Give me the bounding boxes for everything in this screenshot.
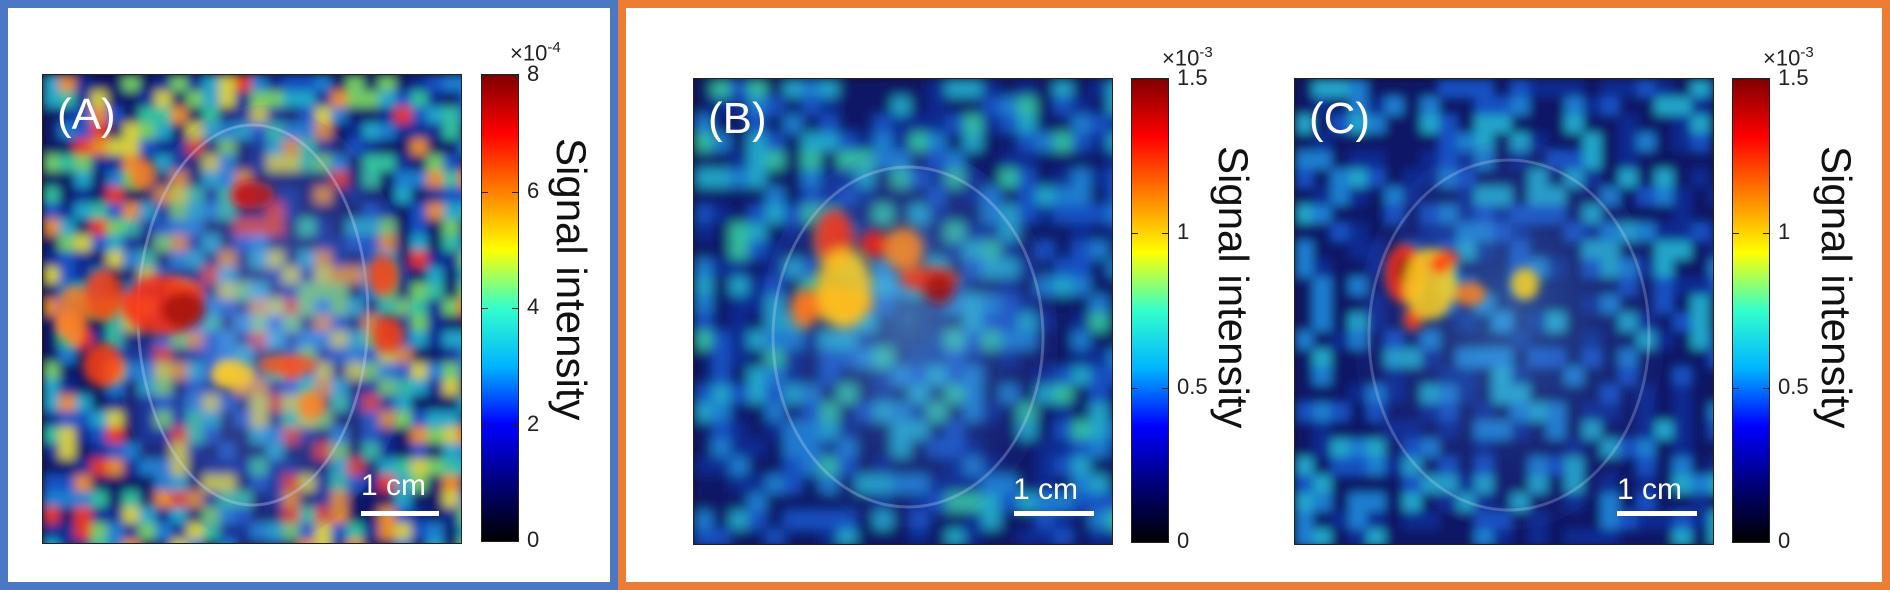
colorbar-multiplier-exp-b: -3 [1199, 44, 1213, 61]
colorbar-title-a: Signal intensity [548, 138, 595, 421]
colorbar-tick-label: 1.5 [1778, 65, 1809, 90]
colorbar-tick-label: 2 [527, 410, 540, 436]
heatmap-b-svg [694, 79, 1112, 544]
colorbar-multiplier-base-a: ×10 [510, 40, 548, 66]
scalebar-b [1014, 511, 1094, 516]
colorbar-multiplier-base-b: ×10 [1162, 45, 1200, 71]
scalebar-a [361, 511, 439, 516]
panel-label-a: (A) [57, 90, 116, 139]
panel-label-b: (B) [708, 94, 767, 143]
colorbar-multiplier-c: ×10-3 [1763, 45, 1814, 69]
colorbar-b [1131, 78, 1169, 543]
colorbar-tick-label: 0 [1177, 528, 1190, 553]
colorbar-multiplier-base-c: ×10 [1763, 45, 1801, 71]
heatmap-image-c: (C) 1 cm [1294, 78, 1714, 545]
panel-label-c: (C) [1309, 94, 1371, 143]
colorbar-tick-label: 1.5 [1177, 65, 1208, 90]
colorbar-tick-label: 8 [527, 61, 540, 86]
colorbar-tick-label: 1 [1778, 219, 1791, 245]
scalebar-label-a: 1 cm [361, 469, 427, 502]
colorbar-a [481, 74, 519, 542]
colorbar-multiplier-exp-c: -3 [1800, 44, 1814, 61]
colorbar-title-b: Signal intensity [1210, 146, 1257, 429]
colorbar-title-c: Signal intensity [1813, 146, 1860, 429]
scalebar-c [1617, 511, 1697, 516]
colorbar-tick-label: 0.5 [1778, 373, 1809, 399]
colorbar-tick-label: 1 [1177, 219, 1190, 245]
colorbar-tick-label: 0.5 [1177, 373, 1208, 399]
colorbar-multiplier-exp-a: -4 [547, 39, 561, 56]
colorbar-multiplier-b: ×10-3 [1162, 45, 1213, 69]
colorbar-multiplier-a: ×10-4 [510, 40, 561, 64]
heatmap-image-b: (B) 1 cm [693, 78, 1113, 545]
colorbar-c [1732, 78, 1770, 543]
scalebar-label-b: 1 cm [1013, 473, 1079, 506]
colorbar-tick-label: 4 [527, 294, 540, 319]
heatmap-image-a: (A) 1 cm [42, 74, 462, 544]
scalebar-label-c: 1 cm [1617, 473, 1683, 506]
heatmap-c-svg [1295, 79, 1713, 544]
colorbar-tick-label: 0 [1778, 528, 1791, 553]
colorbar-tick-label: 6 [527, 177, 540, 203]
heatmap-a-svg [43, 75, 461, 543]
colorbar-tick-label: 0 [527, 527, 540, 552]
